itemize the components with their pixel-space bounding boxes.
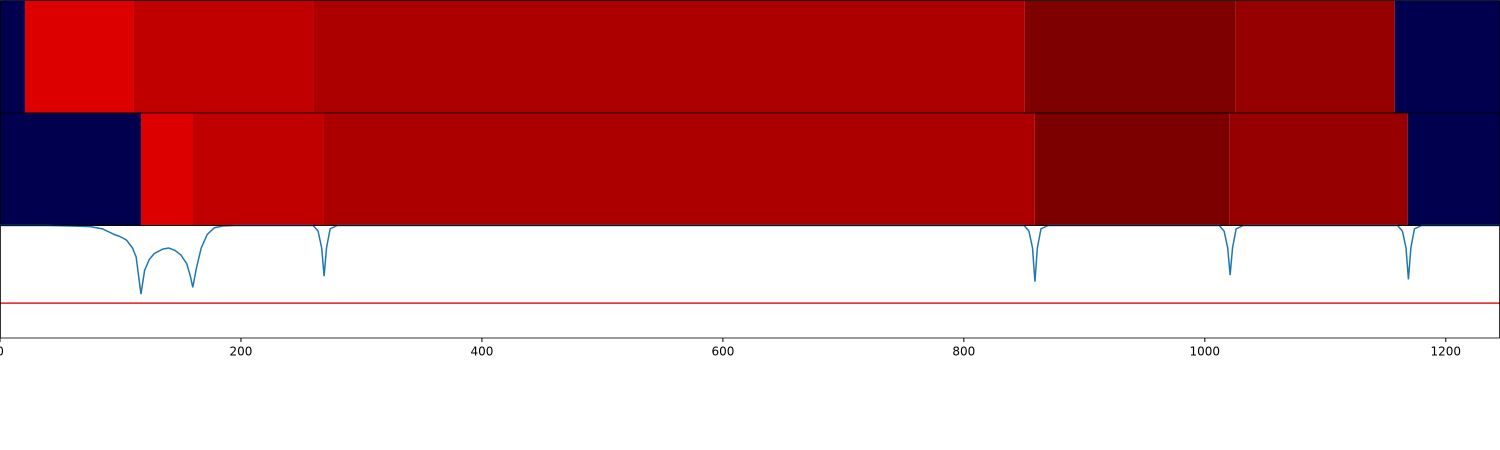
segment (1024, 0, 1236, 113)
segment (0, 0, 25, 113)
segment (323, 113, 1035, 226)
x-tick-label: 600 (711, 345, 734, 359)
x-tick-label: 0 (0, 345, 4, 359)
x-tick-label: 1000 (1190, 345, 1221, 359)
segment (313, 0, 1025, 113)
segment (1394, 0, 1500, 113)
x-tick-label: 400 (470, 345, 493, 359)
segment (0, 113, 141, 226)
segment (24, 0, 134, 113)
line (0, 224, 1500, 295)
segment (1235, 0, 1395, 113)
segment (1407, 113, 1500, 226)
segment (133, 0, 314, 113)
segment (1229, 113, 1408, 226)
x-tick-label: 200 (230, 345, 253, 359)
segment (140, 113, 194, 226)
x-tick-label: 1200 (1431, 345, 1462, 359)
segment (1034, 113, 1230, 226)
axes-frame (0, 225, 1500, 339)
segment (193, 113, 324, 226)
x-tick-label: 800 (952, 345, 975, 359)
